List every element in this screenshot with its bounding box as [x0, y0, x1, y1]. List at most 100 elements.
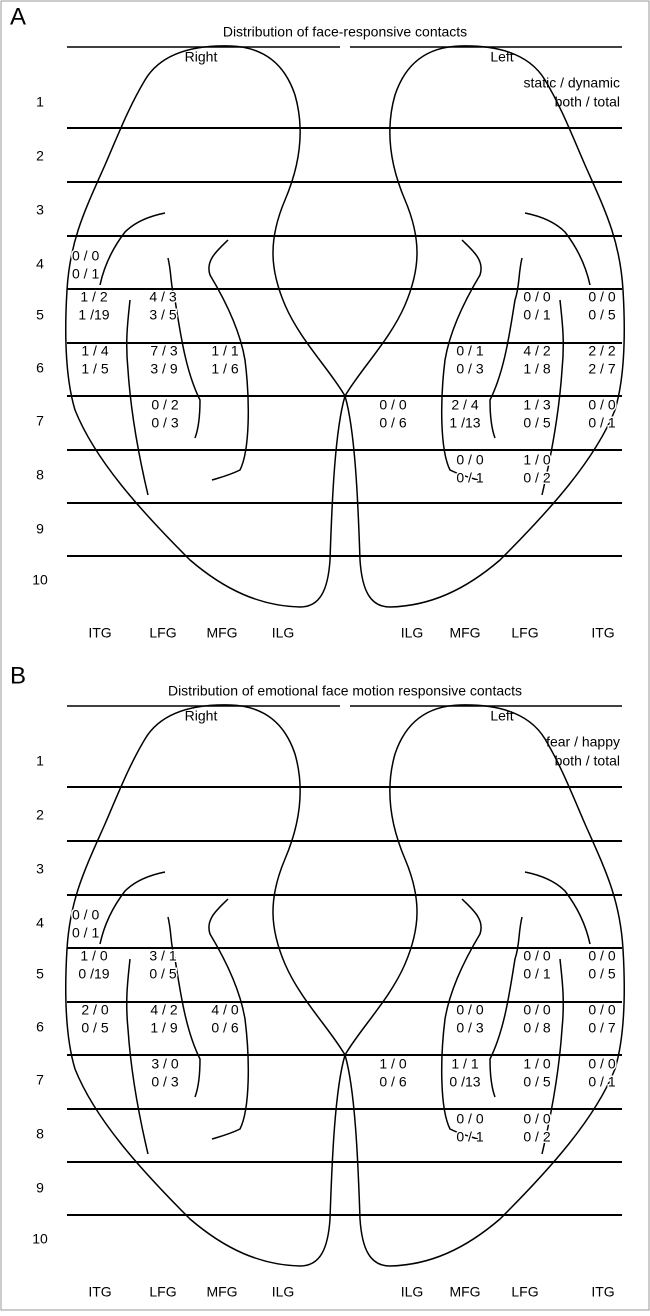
cell-count: 0 / 5: [588, 307, 615, 323]
figure: A Distribution of face-responsive contact…: [0, 0, 650, 1311]
cell-count: 1 / 0: [379, 1056, 406, 1072]
gyrus-label: ITG: [88, 1284, 111, 1300]
cell-count: 1 / 8: [523, 361, 550, 377]
hemisphere-label: Right: [185, 49, 218, 65]
row-number: 6: [36, 360, 44, 376]
cell-count: 1 / 4: [81, 343, 108, 359]
legend-text: static / dynamic: [524, 75, 620, 91]
cell-count: 3 / 0: [151, 1056, 178, 1072]
row-number: 2: [36, 148, 44, 164]
gyrus-label: LFG: [511, 625, 538, 641]
cell-count: 3 / 1: [149, 948, 176, 964]
cell-count: 4 / 2: [150, 1002, 177, 1018]
cell-count: 7 / 3: [150, 343, 177, 359]
cell-count: 1 / 2: [80, 289, 107, 305]
cell-count: 0 / 1: [523, 307, 550, 323]
gyrus-label: MFG: [206, 625, 237, 641]
cell-count: 0 / 0: [523, 1002, 550, 1018]
cell-count: 0 / 6: [379, 415, 406, 431]
cell-count: 0 / 0: [456, 452, 483, 468]
cell-count: 0 / 1: [72, 266, 99, 282]
cell-count: 0 / 3: [151, 415, 178, 431]
row-number: 3: [36, 202, 44, 218]
legend-text: both / total: [555, 753, 620, 769]
cell-count: 0 / 0: [588, 1002, 615, 1018]
cell-count: 0 / 5: [523, 415, 550, 431]
cell-count: 0 / 5: [523, 1074, 550, 1090]
gyrus-label: LFG: [511, 1284, 538, 1300]
row-number: 8: [36, 467, 44, 483]
cell-count: 0 / 6: [211, 1020, 238, 1036]
cell-count: 2 / 4: [451, 397, 478, 413]
cell-count: 1 / 0: [523, 1056, 550, 1072]
cell-count: 0 / 2: [523, 470, 550, 486]
cell-count: 0 / 3: [456, 361, 483, 377]
cell-count: 0 / 0: [588, 289, 615, 305]
cell-count: 0 / 1: [456, 343, 483, 359]
cell-count: 4 / 0: [211, 1002, 238, 1018]
gyrus-label: LFG: [149, 625, 176, 641]
gyrus-label: MFG: [449, 1284, 480, 1300]
cell-count: 0 / 0: [72, 907, 99, 923]
cell-count: 0 / 0: [588, 397, 615, 413]
row-number: 7: [36, 413, 44, 429]
cell-count: 0 / 1: [456, 1129, 483, 1145]
cell-count: 0 / 5: [149, 966, 176, 982]
legend-text: fear / happy: [546, 734, 620, 750]
cell-count: 0 / 0: [523, 1111, 550, 1127]
cell-count: 1 /13: [449, 415, 480, 431]
cell-count: 1 / 6: [211, 361, 238, 377]
hemisphere-label: Left: [490, 49, 513, 65]
gyrus-label: ILG: [272, 1284, 295, 1300]
cell-count: 4 / 3: [149, 289, 176, 305]
gyrus-label: ITG: [591, 1284, 614, 1300]
panel-title: Distribution of emotional face motion re…: [168, 683, 522, 699]
legend-text: both / total: [555, 94, 620, 110]
cell-count: 1 / 9: [150, 1020, 177, 1036]
cell-count: 3 / 5: [149, 307, 176, 323]
row-number: 10: [32, 1231, 48, 1247]
gyrus-label: MFG: [449, 625, 480, 641]
row-number: 3: [36, 861, 44, 877]
cell-count: 0 / 5: [81, 1020, 108, 1036]
cell-count: 1 / 1: [451, 1056, 478, 1072]
row-number: 1: [36, 94, 44, 110]
cell-count: 0 / 2: [523, 1129, 550, 1145]
row-number: 1: [36, 753, 44, 769]
cell-count: 1 / 1: [211, 343, 238, 359]
panel-letter: B: [10, 662, 26, 689]
row-number: 4: [36, 256, 44, 272]
gyrus-label: ILG: [272, 625, 295, 641]
cell-count: 0 / 1: [72, 925, 99, 941]
panel-title: Distribution of face-responsive contacts: [223, 24, 467, 40]
row-number: 5: [36, 966, 44, 982]
panel-letter: A: [10, 3, 26, 30]
cell-count: 1 /19: [78, 307, 109, 323]
row-number: 5: [36, 307, 44, 323]
cell-count: 2 / 7: [588, 361, 615, 377]
cell-count: 0 / 2: [151, 397, 178, 413]
cell-count: 0 / 0: [72, 248, 99, 264]
cell-count: 0 / 7: [588, 1020, 615, 1036]
cell-count: 0 / 1: [456, 470, 483, 486]
gyrus-label: ITG: [591, 625, 614, 641]
cell-count: 0 / 0: [456, 1111, 483, 1127]
cell-count: 0 / 0: [523, 289, 550, 305]
cell-count: 0 / 1: [588, 1074, 615, 1090]
cell-count: 0 / 0: [588, 948, 615, 964]
gyrus-label: ILG: [401, 1284, 424, 1300]
cell-count: 2 / 0: [81, 1002, 108, 1018]
row-number: 4: [36, 915, 44, 931]
cell-count: 1 / 3: [523, 397, 550, 413]
cell-count: 0 / 8: [523, 1020, 550, 1036]
cell-count: 0 /19: [78, 966, 109, 982]
row-number: 10: [32, 572, 48, 588]
cell-count: 0 / 5: [588, 966, 615, 982]
cell-count: 3 / 9: [150, 361, 177, 377]
cell-count: 4 / 2: [523, 343, 550, 359]
cell-count: 0 / 0: [588, 1056, 615, 1072]
gyrus-label: ITG: [88, 625, 111, 641]
row-number: 7: [36, 1072, 44, 1088]
cell-count: 0 / 0: [523, 948, 550, 964]
cell-count: 0 /13: [449, 1074, 480, 1090]
